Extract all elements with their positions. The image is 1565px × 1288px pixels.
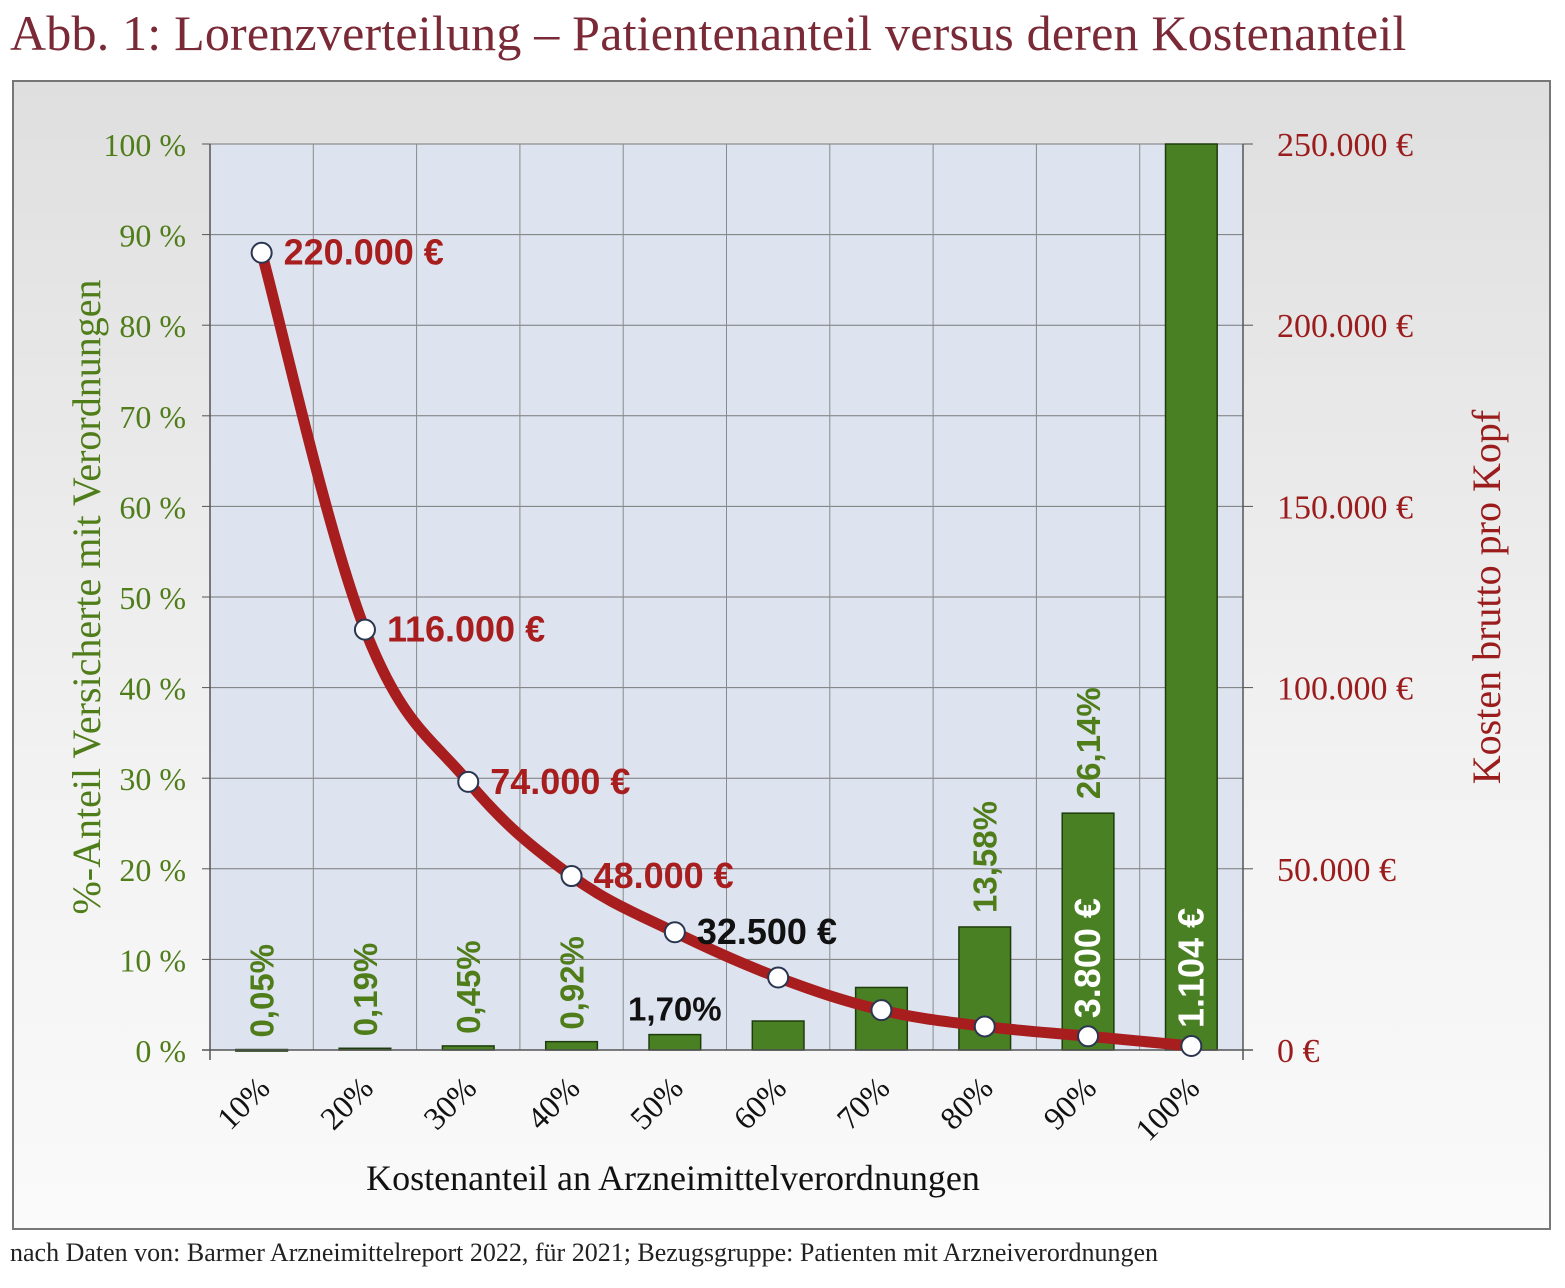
point-label: 220.000 € [284,232,444,273]
bar [751,1020,805,1051]
bar-series [235,143,1218,1052]
point-label: 48.000 € [594,855,734,896]
x-tick-label: 10% [210,1069,277,1136]
y-tick-label: 60 % [119,489,186,525]
bar-label: 1,70% [628,991,722,1028]
y-tick-label: 100 % [103,127,186,163]
y-tick-label: 40 % [119,671,186,707]
page-title: Abb. 1: Lorenzverteilung – Patientenante… [10,5,1407,61]
bar [544,1040,599,1051]
y2-tick-label: 0 € [1277,1033,1320,1070]
y2-tick-label: 50.000 € [1277,852,1396,889]
y-tick-label: 90 % [119,218,186,254]
y2-tick-label: 200.000 € [1277,308,1413,345]
x-tick-label: 80% [933,1069,1000,1136]
line-point [973,1015,996,1038]
bar [1164,143,1218,1051]
x-tick-label: 30% [416,1069,483,1136]
x-tick-label: 60% [726,1069,793,1136]
point-label: 116.000 € [387,609,545,650]
bar [1061,812,1115,1051]
bar-label: 0,19% [347,943,384,1037]
y-tick-label: 10 % [119,942,186,978]
bar-label: 26,14% [1070,687,1107,799]
point-label: 3.800 € [1067,898,1108,1018]
line-point [1180,1034,1203,1057]
data-labels: 0,05% 0,19% 0,45% 0,92% 1,70% 13,58% 26,14% 220… [244,232,1212,1038]
y2-tick-label: 100.000 € [1277,671,1413,708]
source-note: nach Daten von: Barmer Arzneimittelrepor… [10,1238,1159,1267]
line-point [353,618,376,641]
y-tick-label: 20 % [119,852,186,888]
x-axis-title: Kostenanteil an Arzneimittelverordnungen [366,1158,980,1198]
line-point [250,241,273,264]
bar-label: 13,58% [967,801,1004,913]
line-point [663,921,686,944]
y2-tick-label: 150.000 € [1277,489,1413,526]
bar-label: 0,92% [554,936,591,1030]
x-tick-label: 100% [1128,1069,1206,1147]
x-tick-label: 70% [829,1069,896,1136]
y-tick-label: 70 % [119,399,186,435]
x-tick-label: 90% [1036,1069,1103,1136]
x-tick-label: 50% [623,1069,690,1136]
line-point [560,865,583,888]
point-label: 32.500 € [697,911,837,952]
line-point [1077,1025,1100,1048]
line-point [870,999,893,1022]
y-tick-label: 0 % [135,1033,186,1069]
bar-label: 0,45% [450,940,487,1034]
y-tick-label: 80 % [119,308,186,344]
bar-label: 0,05% [244,944,281,1038]
y-tick-label: 50 % [119,580,186,616]
y-tick-label: 30 % [119,761,186,797]
x-tick-label: 40% [520,1069,587,1136]
point-label: 1.104 € [1170,908,1211,1028]
line-series [250,241,1203,1057]
bar [648,1033,702,1051]
y2-axis-title: Kosten brutto pro Kopf [1464,409,1509,784]
line-point [767,966,790,989]
line-point [457,770,480,793]
y-axis-title: %-Anteil Versicherte mit Verordnungen [64,279,109,914]
y2-tick-label: 250.000 € [1277,127,1413,164]
point-label: 74.000 € [490,761,630,802]
x-tick-label: 20% [313,1069,380,1136]
